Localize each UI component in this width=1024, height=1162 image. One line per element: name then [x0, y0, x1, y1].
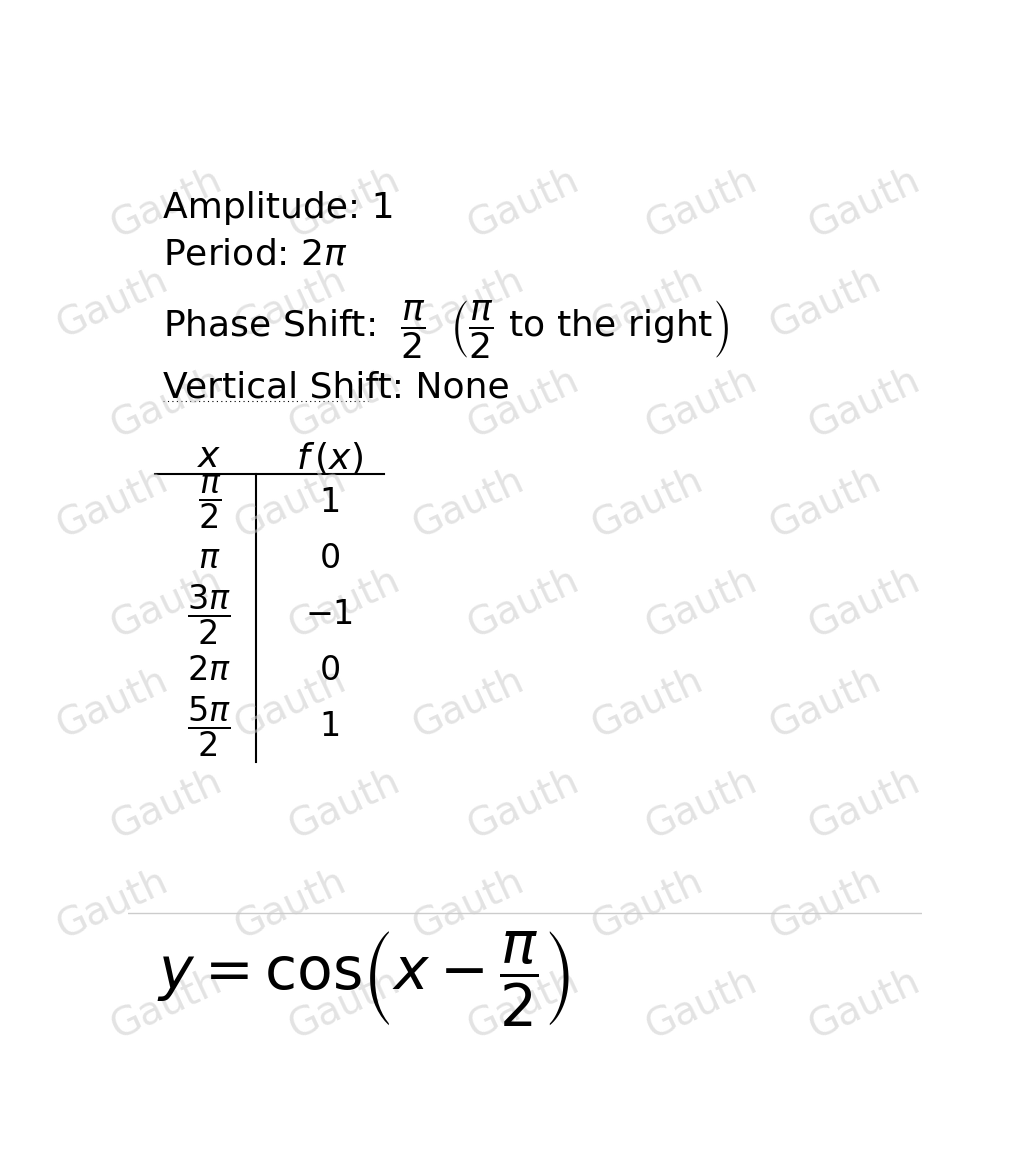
Text: Gauth: Gauth — [462, 961, 585, 1046]
Text: Phase Shift:  $\dfrac{\pi}{2}$  $\left(\dfrac{\pi}{2}\ \mathrm{to\ the\ right}\r: Phase Shift: $\dfrac{\pi}{2}$ $\left(\df… — [163, 299, 729, 361]
Text: Gauth: Gauth — [229, 861, 352, 946]
Text: $2\pi$: $2\pi$ — [187, 654, 231, 687]
Text: Gauth: Gauth — [284, 761, 407, 846]
Text: Gauth: Gauth — [803, 360, 926, 445]
Text: Gauth: Gauth — [640, 160, 763, 245]
Text: Amplitude: 1: Amplitude: 1 — [163, 191, 394, 225]
Text: $0$: $0$ — [319, 541, 340, 575]
Text: Gauth: Gauth — [803, 561, 926, 645]
Text: Gauth: Gauth — [803, 160, 926, 245]
Text: Gauth: Gauth — [586, 460, 709, 545]
Text: Gauth: Gauth — [586, 861, 709, 946]
Text: $x$: $x$ — [197, 439, 221, 474]
Text: Gauth: Gauth — [284, 360, 407, 445]
Text: Gauth: Gauth — [408, 861, 530, 946]
Text: Gauth: Gauth — [105, 160, 228, 245]
Text: Gauth: Gauth — [51, 861, 174, 946]
Text: Gauth: Gauth — [229, 460, 352, 545]
Text: Gauth: Gauth — [764, 460, 887, 545]
Text: $y = \cos\!\left(x - \dfrac{\pi}{2}\right)$: $y = \cos\!\left(x - \dfrac{\pi}{2}\righ… — [158, 931, 570, 1030]
Text: Gauth: Gauth — [229, 260, 352, 345]
Text: Gauth: Gauth — [462, 360, 585, 445]
Text: Gauth: Gauth — [105, 360, 228, 445]
Text: Gauth: Gauth — [51, 460, 174, 545]
Text: Gauth: Gauth — [105, 561, 228, 645]
Text: Vertical Shift: None: Vertical Shift: None — [163, 371, 510, 404]
Text: $1$: $1$ — [319, 486, 340, 518]
Text: Gauth: Gauth — [764, 260, 887, 345]
Text: Gauth: Gauth — [586, 661, 709, 745]
Text: Gauth: Gauth — [229, 661, 352, 745]
Text: Gauth: Gauth — [640, 360, 763, 445]
Text: $f\,(x)$: $f\,(x)$ — [296, 439, 362, 475]
Text: Gauth: Gauth — [803, 961, 926, 1046]
Text: Gauth: Gauth — [640, 561, 763, 645]
Text: $1$: $1$ — [319, 710, 340, 744]
Text: Gauth: Gauth — [640, 961, 763, 1046]
Text: Gauth: Gauth — [51, 661, 174, 745]
Text: Gauth: Gauth — [284, 961, 407, 1046]
Text: $\dfrac{3\pi}{2}$: $\dfrac{3\pi}{2}$ — [187, 582, 231, 647]
Text: $\dfrac{\pi}{2}$: $\dfrac{\pi}{2}$ — [198, 473, 221, 531]
Text: Gauth: Gauth — [105, 761, 228, 846]
Text: Gauth: Gauth — [764, 861, 887, 946]
Text: Gauth: Gauth — [462, 561, 585, 645]
Text: Gauth: Gauth — [586, 260, 709, 345]
Text: $-1$: $-1$ — [305, 598, 353, 631]
Text: Gauth: Gauth — [764, 661, 887, 745]
Text: Gauth: Gauth — [408, 460, 530, 545]
Text: Gauth: Gauth — [462, 761, 585, 846]
Text: Gauth: Gauth — [284, 160, 407, 245]
Text: $0$: $0$ — [319, 654, 340, 687]
Text: $\dfrac{5\pi}{2}$: $\dfrac{5\pi}{2}$ — [187, 695, 231, 759]
Text: $\pi$: $\pi$ — [198, 541, 220, 575]
Text: Gauth: Gauth — [462, 160, 585, 245]
Text: Gauth: Gauth — [51, 260, 174, 345]
Text: Gauth: Gauth — [408, 661, 530, 745]
Text: Gauth: Gauth — [284, 561, 407, 645]
Text: Gauth: Gauth — [408, 260, 530, 345]
Text: Gauth: Gauth — [640, 761, 763, 846]
Text: Gauth: Gauth — [803, 761, 926, 846]
Text: Gauth: Gauth — [105, 961, 228, 1046]
Text: Period: $2\pi$: Period: $2\pi$ — [163, 237, 348, 271]
